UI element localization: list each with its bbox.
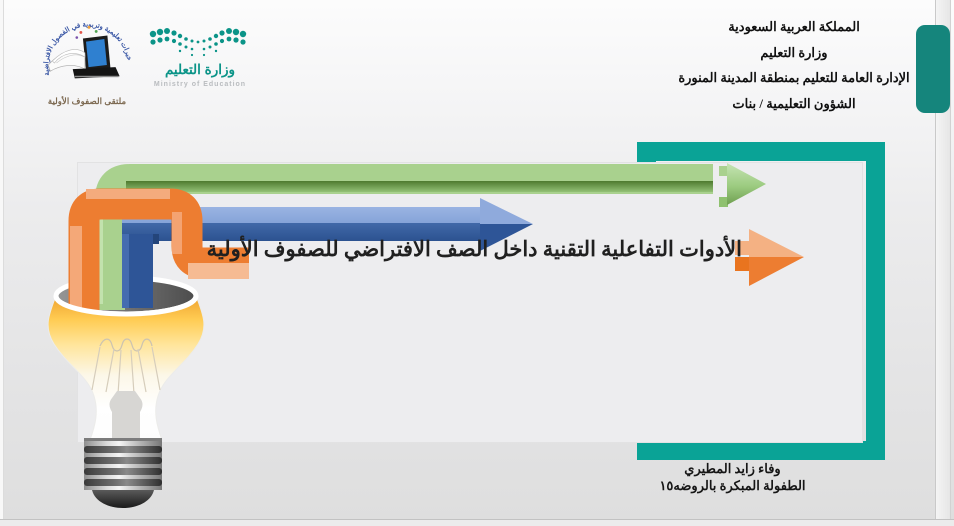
ministry-logo-title-en: Ministry of Education	[154, 81, 246, 88]
ministry-logo-icon: وزارة التعليم Ministry of Education	[149, 28, 247, 88]
org-line-ministry: وزارة التعليم	[760, 44, 828, 60]
slide-title: الأدوات التفاعلية التقنية داخل الصف الاف…	[206, 237, 742, 261]
right-edge-strip	[935, 0, 951, 525]
accent-pill	[916, 25, 950, 113]
forum-logo-name: ملتقى الصفوف الأولية	[48, 95, 127, 107]
credit-school: الطفولة المبكرة بالروضه١٥	[659, 478, 806, 493]
org-line-country: المملكة العربية السعودية	[728, 19, 860, 34]
ministry-logo-title-ar: وزارة التعليم	[165, 62, 235, 78]
credit-author: وفاء زايد المطيري	[684, 461, 781, 476]
org-header-block: المملكة العربية السعودية وزارة التعليم ا…	[674, 14, 914, 116]
ministry-logo: وزارة التعليم Ministry of Education	[144, 24, 256, 96]
ministry-logo-dots	[149, 28, 247, 57]
left-edge-divider	[0, 0, 4, 525]
content-box	[77, 162, 863, 443]
org-line-district: الإدارة العامة للتعليم بمنطقة المدينة ال…	[678, 70, 910, 85]
credit-block: وفاء زايد المطيري الطفولة المبكرة بالروض…	[640, 460, 825, 494]
forum-logo: خبرات تعليمية وتربوية في الفصول الافتراض…	[36, 10, 138, 114]
bottom-edge-strip	[0, 519, 954, 526]
forum-logo-book-laptop	[47, 35, 120, 79]
org-line-division: الشؤون التعليمية / بنات	[732, 95, 856, 111]
forum-logo-icon: خبرات تعليمية وتربوية في الفصول الافتراض…	[42, 21, 132, 107]
